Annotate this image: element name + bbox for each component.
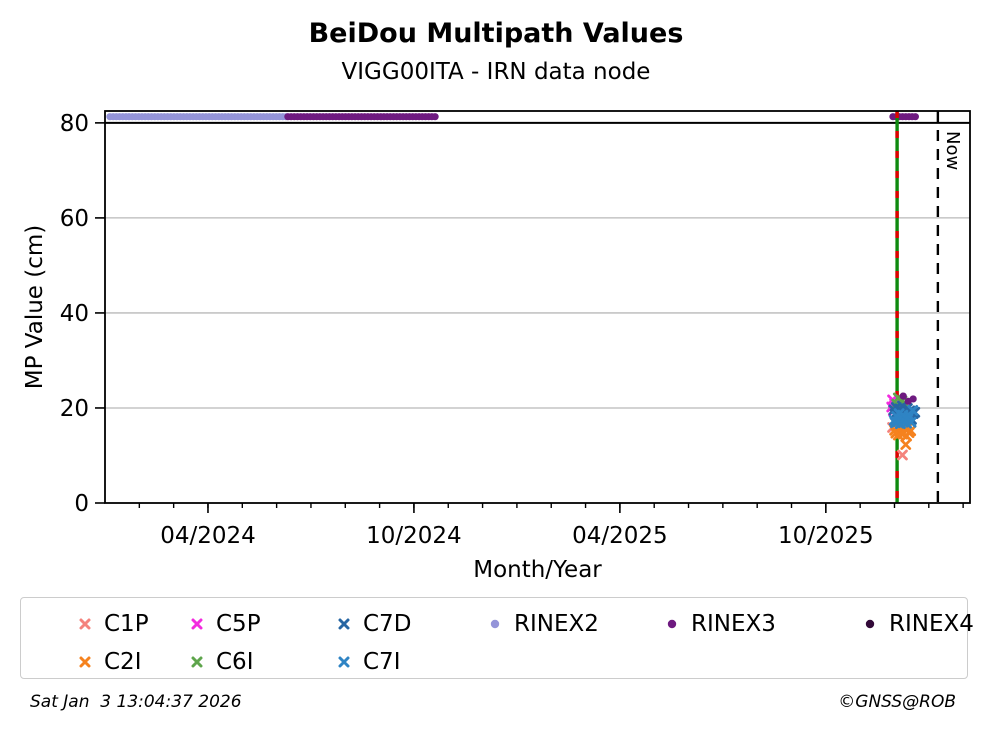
y-axis-ticks: 0 20 40 60 80: [60, 111, 105, 517]
series-C7I: [888, 404, 919, 430]
x-axis-label: Month/Year: [473, 557, 602, 583]
c7i-marker-icon: [338, 656, 350, 668]
legend-item-rinex4: RINEX4: [862, 611, 974, 637]
c5p-marker-icon: [191, 618, 203, 630]
y-gridlines: [105, 217, 970, 409]
legend-label: C5P: [216, 611, 261, 637]
legend-item-c1p: C1P: [77, 611, 149, 637]
series-RINEX3-band-1: [889, 113, 919, 121]
legend-label: C7D: [363, 611, 412, 637]
rinex2-marker-icon: [490, 619, 500, 629]
plot-area: Now 04/2024 10/2024 04/2025 10/2025 0 20 40 60 80…: [22, 110, 971, 583]
legend-label: C1P: [104, 611, 149, 637]
legend-item-rinex3: RINEX3: [664, 611, 776, 637]
now-label: Now: [942, 131, 963, 170]
svg-text:80: 80: [60, 111, 89, 137]
svg-text:40: 40: [60, 301, 89, 327]
legend: C1P C5P C7D RINEX2 RINEX3 RINEX4 C2I C6I C7I: [20, 597, 974, 679]
legend-label: C6I: [216, 649, 254, 675]
c1p-marker-icon: [79, 618, 91, 630]
legend-item-c7d: C7D: [336, 611, 411, 637]
svg-text:10/2025: 10/2025: [778, 523, 874, 549]
x-axis-ticks: 04/2024 10/2024 04/2025 10/2025: [160, 503, 874, 549]
plot-border: [104, 110, 971, 504]
legend-item-c2i: C2I: [77, 649, 141, 675]
legend-item-c7i: C7I: [336, 649, 400, 675]
c7d-marker-icon: [338, 618, 350, 630]
svg-text:20: 20: [60, 396, 89, 422]
svg-text:0: 0: [74, 491, 89, 517]
legend-label: RINEX2: [514, 611, 599, 637]
svg-text:04/2025: 04/2025: [572, 523, 668, 549]
legend-item-c5p: C5P: [189, 611, 261, 637]
copyright-label: ©GNSS@ROB: [838, 692, 956, 712]
legend-label: C2I: [104, 649, 142, 675]
y-axis-label: MP Value (cm): [22, 225, 48, 390]
now-line: Now: [936, 111, 963, 503]
series-RINEX3-band-0: [284, 113, 439, 121]
chart-title: BeiDou Multipath Values: [308, 18, 684, 49]
legend-item-rinex2: RINEX2: [487, 611, 599, 637]
series-RINEX2-band-0: [106, 113, 290, 121]
svg-text:04/2024: 04/2024: [160, 523, 256, 549]
svg-text:10/2024: 10/2024: [366, 523, 462, 549]
legend-label: RINEX3: [691, 611, 776, 637]
rinex4-marker-icon: [865, 619, 875, 629]
legend-item-c6i: C6I: [189, 649, 253, 675]
chart-subtitle: VIGG00ITA - IRN data node: [341, 59, 651, 85]
legend-label: C7I: [363, 649, 401, 675]
rinex3-marker-icon: [667, 619, 677, 629]
svg-text:60: 60: [60, 206, 89, 232]
c6i-marker-icon: [191, 656, 203, 668]
series-RINEX3: [899, 392, 917, 405]
legend-label: RINEX4: [889, 611, 974, 637]
c2i-marker-icon: [79, 656, 91, 668]
timestamp-label: Sat Jan 3 13:04:37 2026: [30, 692, 242, 712]
